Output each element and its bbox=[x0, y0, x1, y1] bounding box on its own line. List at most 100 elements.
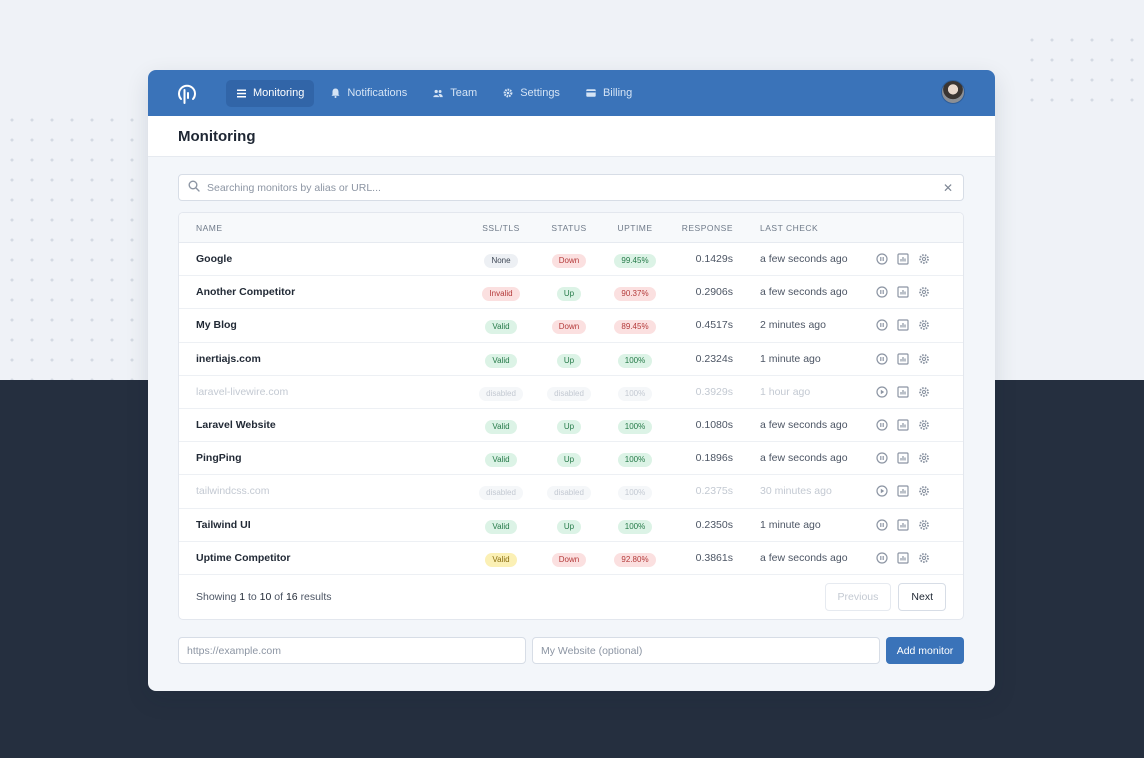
row-actions bbox=[875, 485, 963, 498]
monitor-name[interactable]: PingPing bbox=[196, 452, 242, 465]
play-icon[interactable] bbox=[875, 485, 888, 498]
settings-gear-icon[interactable] bbox=[917, 452, 930, 465]
row-actions bbox=[875, 419, 963, 432]
settings-gear-icon[interactable] bbox=[917, 253, 930, 266]
ssl-cell: Valid bbox=[464, 316, 538, 335]
settings-gear-icon[interactable] bbox=[917, 286, 930, 299]
table-row[interactable]: PingPing Valid Up 100% 0.1896s a few seconds … bbox=[179, 442, 963, 476]
monitor-name[interactable]: Google bbox=[196, 253, 233, 266]
monitor-name[interactable]: inertiajs.com bbox=[196, 352, 261, 365]
pagination: Previous Next bbox=[824, 582, 946, 611]
table-row[interactable]: tailwindcss.com disabled disabled 100% 0.237… bbox=[179, 475, 963, 509]
settings-gear-icon[interactable] bbox=[917, 385, 930, 398]
table-row[interactable]: inertiajs.com Valid Up 100% 0.2324s 1 minute … bbox=[179, 343, 963, 376]
table-row[interactable]: Laravel Website Valid Up 100% 0.1080s a few s… bbox=[179, 409, 963, 443]
chart-icon[interactable] bbox=[896, 485, 909, 498]
nav-item-monitoring[interactable]: Monitoring bbox=[226, 79, 315, 107]
pause-icon[interactable] bbox=[875, 551, 888, 564]
search-input[interactable] bbox=[207, 181, 943, 194]
settings-gear-icon[interactable] bbox=[917, 319, 930, 332]
uptime-cell: 100% bbox=[600, 482, 670, 501]
settings-gear-icon[interactable] bbox=[917, 551, 930, 564]
row-actions bbox=[875, 286, 963, 299]
status-cell: Up bbox=[538, 416, 600, 435]
status-badge: Up bbox=[556, 287, 582, 302]
monitor-name[interactable]: Tailwind UI bbox=[196, 518, 251, 531]
chart-icon[interactable] bbox=[896, 518, 909, 531]
chart-icon[interactable] bbox=[896, 253, 909, 266]
chart-icon[interactable] bbox=[896, 551, 909, 564]
monitor-name[interactable]: Another Competitor bbox=[196, 286, 296, 299]
search-bar: ✕ bbox=[178, 174, 964, 201]
last-check: 1 minute ago bbox=[760, 352, 821, 365]
add-monitor-button[interactable]: Add monitor bbox=[886, 637, 964, 664]
clear-search-icon[interactable]: ✕ bbox=[942, 180, 953, 195]
chart-icon[interactable] bbox=[896, 352, 909, 365]
settings-gear-icon[interactable] bbox=[917, 419, 930, 432]
ssl-badge: None bbox=[484, 254, 518, 269]
pause-icon[interactable] bbox=[875, 452, 888, 465]
app-logo-icon[interactable] bbox=[176, 80, 198, 106]
table-row[interactable]: laravel-livewire.com disabled disabled 100%… bbox=[179, 376, 963, 409]
url-input[interactable] bbox=[178, 637, 526, 664]
ssl-cell: Invalid bbox=[464, 283, 538, 302]
top-navigation: Monitoring Notifications Team Settings bbox=[148, 70, 995, 116]
nav-label-billing: Billing bbox=[602, 87, 633, 99]
nav-item-team[interactable]: Team bbox=[423, 80, 487, 107]
header-name[interactable]: NAME bbox=[196, 222, 223, 233]
chart-icon[interactable] bbox=[896, 286, 909, 299]
last-check: a few seconds ago bbox=[760, 286, 848, 299]
play-icon[interactable] bbox=[875, 385, 888, 398]
pause-icon[interactable] bbox=[875, 286, 888, 299]
header-response[interactable]: RESPONSE bbox=[681, 222, 733, 233]
table-row[interactable]: Tailwind UI Valid Up 100% 0.2350s 1 minute ag… bbox=[179, 509, 963, 542]
row-actions bbox=[875, 319, 963, 332]
ssl-cell: Valid bbox=[464, 449, 538, 468]
monitor-name[interactable]: My Blog bbox=[196, 319, 237, 332]
pause-icon[interactable] bbox=[875, 319, 888, 332]
settings-gear-icon[interactable] bbox=[917, 485, 930, 498]
chart-icon[interactable] bbox=[896, 452, 909, 465]
nav-item-billing[interactable]: Billing bbox=[576, 80, 642, 107]
pause-icon[interactable] bbox=[875, 518, 888, 531]
last-check: a few seconds ago bbox=[760, 551, 848, 564]
next-button[interactable]: Next bbox=[898, 582, 946, 611]
pause-icon[interactable] bbox=[875, 253, 888, 266]
header-uptime[interactable]: UPTIME bbox=[617, 222, 653, 233]
row-actions bbox=[875, 352, 963, 365]
chart-icon[interactable] bbox=[896, 419, 909, 432]
response-time: 0.2350s bbox=[695, 518, 733, 531]
list-icon bbox=[236, 88, 246, 98]
table-row[interactable]: Another Competitor Invalid Up 90.37% 0.2906s… bbox=[179, 276, 963, 310]
showing-of-word: of bbox=[274, 590, 284, 603]
nav-item-notifications[interactable]: Notifications bbox=[320, 80, 417, 107]
showing-from: 1 bbox=[239, 590, 246, 603]
pause-icon[interactable] bbox=[875, 352, 888, 365]
previous-button[interactable]: Previous bbox=[824, 582, 892, 611]
response-time: 0.3929s bbox=[695, 385, 733, 398]
ssl-cell: Valid bbox=[464, 416, 538, 435]
header-last-check[interactable]: LAST CHECK bbox=[760, 222, 819, 233]
monitor-name[interactable]: laravel-livewire.com bbox=[196, 385, 289, 398]
settings-gear-icon[interactable] bbox=[917, 518, 930, 531]
monitor-name[interactable]: Laravel Website bbox=[196, 419, 276, 432]
header-status[interactable]: STATUS bbox=[551, 222, 587, 233]
ssl-badge: Valid bbox=[485, 453, 517, 468]
user-avatar[interactable] bbox=[941, 80, 965, 104]
chart-icon[interactable] bbox=[896, 385, 909, 398]
table-row[interactable]: My Blog Valid Down 89.45% 0.4517s 2 minutes a… bbox=[179, 309, 963, 343]
settings-gear-icon[interactable] bbox=[917, 352, 930, 365]
header-ssl[interactable]: SSL/TLS bbox=[482, 222, 520, 233]
chart-icon[interactable] bbox=[896, 319, 909, 332]
monitor-name[interactable]: Uptime Competitor bbox=[196, 551, 291, 564]
alias-input[interactable] bbox=[532, 637, 880, 664]
ssl-badge: disabled bbox=[479, 386, 523, 401]
pause-icon[interactable] bbox=[875, 419, 888, 432]
status-cell: disabled bbox=[538, 383, 600, 401]
status-badge: Down bbox=[551, 254, 587, 269]
monitor-name[interactable]: tailwindcss.com bbox=[196, 485, 270, 498]
table-row[interactable]: Google None Down 99.45% 0.1429s a few seconds… bbox=[179, 243, 963, 277]
uptime-cell: 89.45% bbox=[600, 316, 670, 335]
table-row[interactable]: Uptime Competitor Valid Down 92.80% 0.3861s a… bbox=[179, 542, 963, 575]
nav-item-settings[interactable]: Settings bbox=[493, 80, 570, 107]
